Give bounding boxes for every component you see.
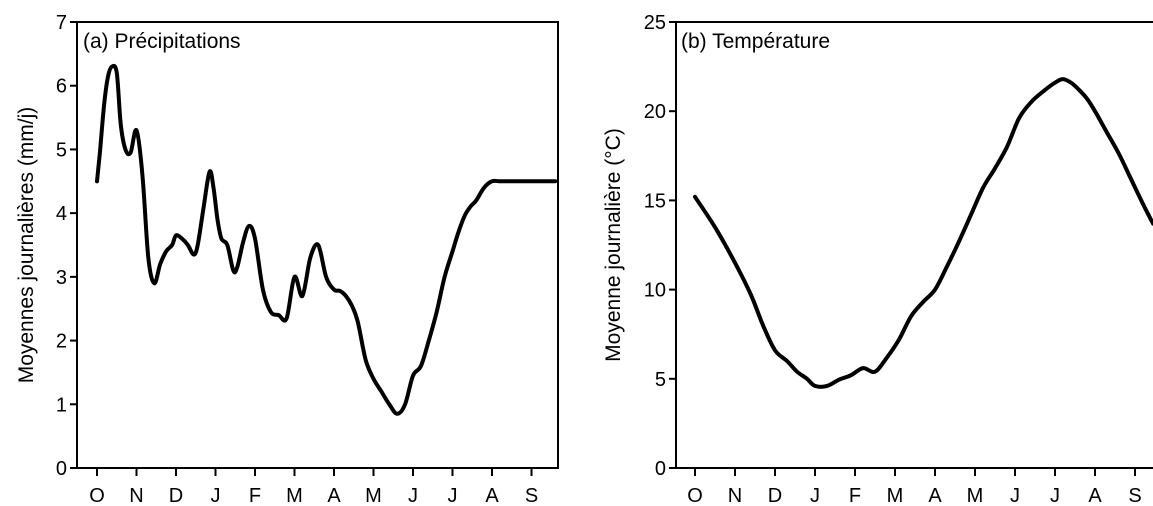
temperature-y-tick-label: 10: [644, 280, 666, 302]
precipitation-x-tick-label: A: [327, 485, 341, 506]
temperature-x-tick-label: J: [1010, 485, 1020, 506]
temperature-y-tick-label: 5: [655, 369, 666, 391]
precipitation-x-tick-label: J: [211, 485, 221, 506]
precipitation-x-tick-label: O: [89, 485, 105, 506]
precipitation-panel: (a) Précipitations Moyennes journalières…: [15, 12, 558, 506]
temperature-x-tick-label: N: [728, 485, 742, 506]
precipitation-x-tick-label: J: [448, 485, 458, 506]
precipitation-y-tick-label: 2: [56, 331, 67, 353]
temperature-y-tick-label: 15: [644, 190, 666, 212]
precipitation-y-tick-label: 0: [56, 458, 67, 480]
precipitation-ticks: 0 1 2 3 4 5 6 7 O N D J F M A M J J A S: [56, 12, 538, 506]
temperature-x-tick-label: M: [887, 485, 904, 506]
precipitation-x-tick-label: M: [286, 485, 303, 506]
precipitation-y-tick-label: 5: [56, 139, 67, 161]
temperature-y-tick-label: 20: [644, 101, 666, 123]
precipitation-y-tick-label: 6: [56, 76, 67, 98]
precipitation-x-tick-label: S: [525, 485, 538, 506]
temperature-x-tick-label: F: [849, 485, 861, 506]
precipitation-panel-title: (a) Précipitations: [83, 30, 241, 53]
temperature-plot-frame: [676, 22, 1153, 468]
precipitation-x-tick-label: F: [249, 485, 261, 506]
temperature-y-tick-label: 25: [644, 12, 666, 34]
precipitation-y-tick-label: 3: [56, 267, 67, 289]
temperature-x-tick-label: A: [928, 485, 942, 506]
precipitation-y-tick-label: 1: [56, 394, 67, 416]
temperature-x-tick-label: A: [1088, 485, 1102, 506]
precipitation-y-axis-label: Moyennes journalières (mm/j): [15, 107, 38, 384]
precipitation-x-tick-label: D: [169, 485, 183, 506]
precipitation-y-tick-label: 4: [56, 203, 67, 225]
temperature-x-tick-label: J: [810, 485, 820, 506]
precipitation-x-tick-label: J: [408, 485, 418, 506]
precipitation-y-tick-label: 7: [56, 12, 67, 34]
temperature-x-tick-label: J: [1050, 485, 1060, 506]
precipitation-x-tick-label: M: [365, 485, 382, 506]
temperature-y-tick-label: 0: [655, 458, 666, 480]
precipitation-x-tick-label: A: [485, 485, 499, 506]
temperature-y-axis-label: Moyenne journalière (°C): [602, 128, 625, 362]
precipitation-x-tick-label: N: [129, 485, 143, 506]
temperature-panel-title: (b) Température: [681, 30, 830, 53]
temperature-panel: (b) Température Moyenne journalière (°C)…: [602, 12, 1153, 506]
temperature-x-tick-label: D: [768, 485, 782, 506]
temperature-series-line: [695, 79, 1153, 387]
temperature-x-tick-label: M: [967, 485, 984, 506]
temperature-x-tick-label: S: [1128, 485, 1141, 506]
precipitation-series-line: [97, 66, 555, 414]
temperature-ticks: 0 5 10 15 20 25 O N D J F M A M J J A S: [644, 12, 1142, 506]
temperature-x-tick-label: O: [687, 485, 703, 506]
